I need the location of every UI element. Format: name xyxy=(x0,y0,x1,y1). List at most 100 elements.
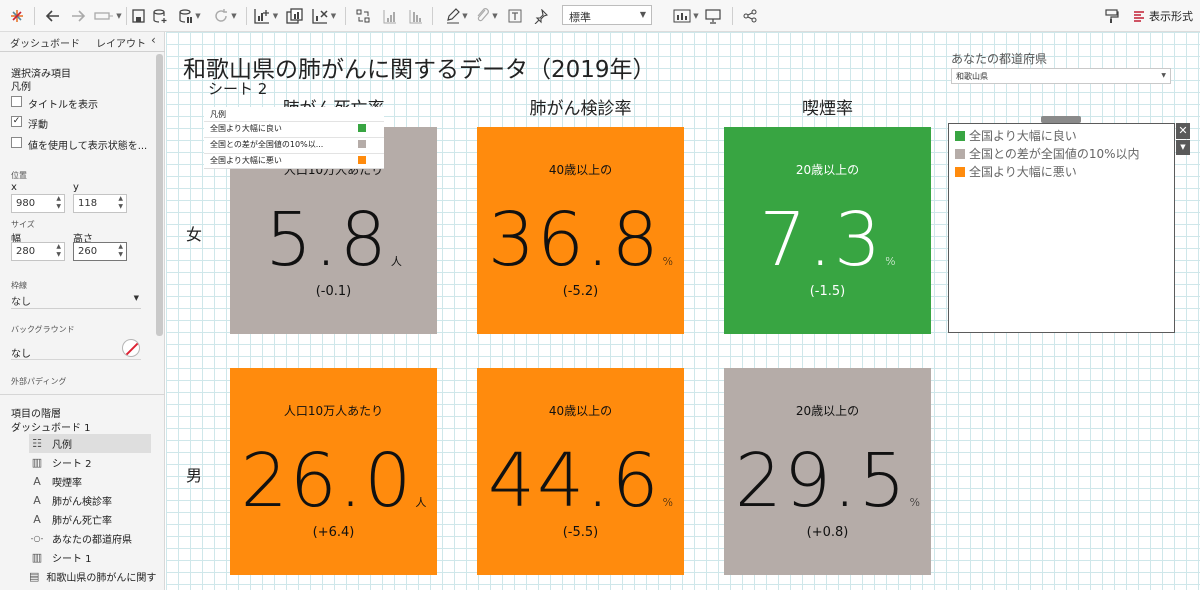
kpi-tile-female-smoking[interactable]: 20歳以上の 7.3% (-1.5) xyxy=(724,127,931,334)
redo-icon[interactable] xyxy=(68,5,88,27)
legend-item[interactable]: 全国との差が全国値の10%以内 xyxy=(955,145,1140,161)
tab-layout[interactable]: レイアウト xyxy=(96,39,146,50)
legend-item[interactable]: 全国より大幅に良い xyxy=(955,127,1077,143)
dropdown-menu-icon[interactable]: ▼ xyxy=(1176,140,1190,155)
toolbar-separator xyxy=(345,7,346,25)
tile-value: 44.6 xyxy=(487,438,661,524)
floating-legend-item[interactable]: 全国との差が全国値の10%以... xyxy=(210,137,380,152)
kpi-tile-male-smoking[interactable]: 20歳以上の 29.5% (+0.8) xyxy=(724,368,931,575)
tree-item-legend[interactable]: ☷ 凡例 xyxy=(29,434,151,453)
swap-rows-icon[interactable] xyxy=(354,5,372,27)
no-color-icon[interactable] xyxy=(122,339,140,357)
tab-dashboard[interactable]: ダッシュボード xyxy=(10,39,80,50)
title-icon: ▤ xyxy=(29,570,40,583)
panel-tabs: ダッシュボード レイアウト ‹ xyxy=(0,32,165,52)
kpi-tile-male-mortality[interactable]: 人口10万人あたり 26.0 人 (+6.4) xyxy=(230,368,437,575)
tree-item-sheet1[interactable]: ▥ シート 1 xyxy=(29,548,151,567)
col-header-smoking: 喫煙率 xyxy=(802,99,853,119)
presentation-icon[interactable] xyxy=(704,5,722,27)
share-icon[interactable] xyxy=(741,5,759,27)
new-worksheet-icon[interactable]: ▼ xyxy=(251,5,281,27)
stepper-arrows-icon[interactable]: ▲ ▼ xyxy=(56,243,61,258)
tree-item-prefecture[interactable]: -○- あなたの都道府県 xyxy=(29,529,151,548)
x-position-value: 980 xyxy=(16,198,36,209)
refresh-icon[interactable]: ▼ xyxy=(209,5,241,27)
float-checkbox[interactable]: ✓ xyxy=(11,116,22,127)
color-legend[interactable]: 全国より大幅に良い 全国との差が全国値の10%以内 全国より大幅に悪い xyxy=(948,123,1175,333)
prefecture-label: あなたの都道府県 xyxy=(951,52,1048,66)
width-input[interactable]: 280 ▲ ▼ xyxy=(11,242,65,261)
format-button[interactable]: 表示形式 xyxy=(1133,8,1193,24)
stepper-arrows-icon[interactable]: ▲ ▼ xyxy=(118,243,123,258)
sheet2-title: シート 2 xyxy=(208,80,268,98)
text-icon: A xyxy=(33,494,41,507)
fit-select-value: 標準 xyxy=(569,11,591,24)
pin-icon[interactable] xyxy=(532,5,550,27)
y-position-input[interactable]: 118 ▲ ▼ xyxy=(73,194,127,213)
add-datasource-icon[interactable] xyxy=(151,5,169,27)
legend-swatch xyxy=(358,124,366,132)
toolbar-separator xyxy=(34,7,35,25)
stepper-arrows-icon[interactable]: ▲ ▼ xyxy=(56,195,61,210)
tile-diff: (-5.2) xyxy=(562,284,599,299)
tree-item-screening[interactable]: A 肺がん検診率 xyxy=(29,491,151,510)
tile-unit: % xyxy=(909,496,921,509)
row-header-female: 女 xyxy=(186,225,203,244)
format-painter-icon[interactable] xyxy=(1102,5,1120,27)
highlight-icon[interactable]: ▼ xyxy=(443,5,471,27)
border-select[interactable]: なし ▼ xyxy=(11,293,141,309)
show-title-checkbox[interactable] xyxy=(11,96,22,107)
tree-item-title[interactable]: ▤ 和歌山県の肺がんに関す xyxy=(29,567,156,586)
toolbar-separator xyxy=(432,7,433,25)
stepper-arrows-icon[interactable]: ▲ ▼ xyxy=(118,195,123,210)
floating-legend-item[interactable]: 全国より大幅に悪い xyxy=(210,153,380,168)
value-visibility-checkbox[interactable] xyxy=(11,137,22,148)
panel-divider xyxy=(0,394,165,395)
legend-swatch xyxy=(358,156,366,164)
tile-value: 5.8 xyxy=(265,197,389,283)
tile-unit: % xyxy=(662,496,674,509)
tree-item-mortality[interactable]: A 肺がん死亡率 xyxy=(29,510,151,529)
tree-item-smoking[interactable]: A 喫煙率 xyxy=(29,472,151,491)
padding-heading: 外部パディング xyxy=(11,377,67,386)
undo-icon[interactable] xyxy=(43,5,63,27)
save-icon[interactable] xyxy=(129,5,147,27)
tree-item-sheet2[interactable]: ▥ シート 2 xyxy=(29,453,151,472)
show-cards-icon[interactable]: ▼ xyxy=(671,5,701,27)
kpi-tile-female-screening[interactable]: 40歳以上の 36.8% (-5.2) xyxy=(477,127,684,334)
text-icon: A xyxy=(33,475,41,488)
legend-item[interactable]: 全国より大幅に悪い xyxy=(955,163,1077,179)
prefecture-select[interactable]: 和歌山県 ▼ xyxy=(951,68,1171,84)
move-handle[interactable] xyxy=(1041,116,1081,123)
sort-desc-icon[interactable] xyxy=(406,5,424,27)
duplicate-icon[interactable] xyxy=(284,5,304,27)
clear-icon[interactable]: ▼ xyxy=(309,5,339,27)
sort-asc-icon[interactable] xyxy=(380,5,398,27)
legend-item-label: 全国より大幅に良い xyxy=(969,129,1077,143)
tile-value: 7.3 xyxy=(759,197,884,283)
close-icon[interactable]: ✕ xyxy=(1176,123,1190,139)
label-icon[interactable] xyxy=(506,5,524,27)
fit-select[interactable]: 標準 ▼ xyxy=(562,5,652,25)
border-heading: 枠線 xyxy=(11,281,27,290)
hierarchy-root[interactable]: ダッシュボード 1 xyxy=(11,423,91,434)
width-label: 幅 xyxy=(11,234,21,245)
collapse-panel-icon[interactable]: ‹ xyxy=(151,33,156,47)
x-position-input[interactable]: 980 ▲ ▼ xyxy=(11,194,65,213)
show-title-label: タイトルを表示 xyxy=(28,100,98,111)
tile-unit: 人 xyxy=(415,496,427,509)
tile-value-wrap: 29.5% xyxy=(724,438,931,524)
floating-legend[interactable]: 凡例 全国より大幅に良い 全国との差が全国値の10%以... 全国より大幅に悪い xyxy=(204,107,384,169)
legend-item-label: 全国より大幅に悪い xyxy=(969,165,1077,179)
y-position-value: 118 xyxy=(78,198,98,209)
panel-scrollbar[interactable] xyxy=(156,54,163,336)
tableau-logo-icon[interactable] xyxy=(8,5,26,27)
floating-legend-item[interactable]: 全国より大幅に良い xyxy=(210,121,380,136)
format-label: 表示形式 xyxy=(1149,10,1193,23)
tile-value: 29.5 xyxy=(734,438,908,524)
height-input[interactable]: 260 ▲ ▼ xyxy=(73,242,127,261)
group-icon[interactable]: ▼ xyxy=(474,5,500,27)
kpi-tile-male-screening[interactable]: 40歳以上の 44.6% (-5.5) xyxy=(477,368,684,575)
pause-update-icon[interactable]: ▼ xyxy=(176,5,204,27)
swap-icon[interactable]: ▼ xyxy=(93,5,123,27)
